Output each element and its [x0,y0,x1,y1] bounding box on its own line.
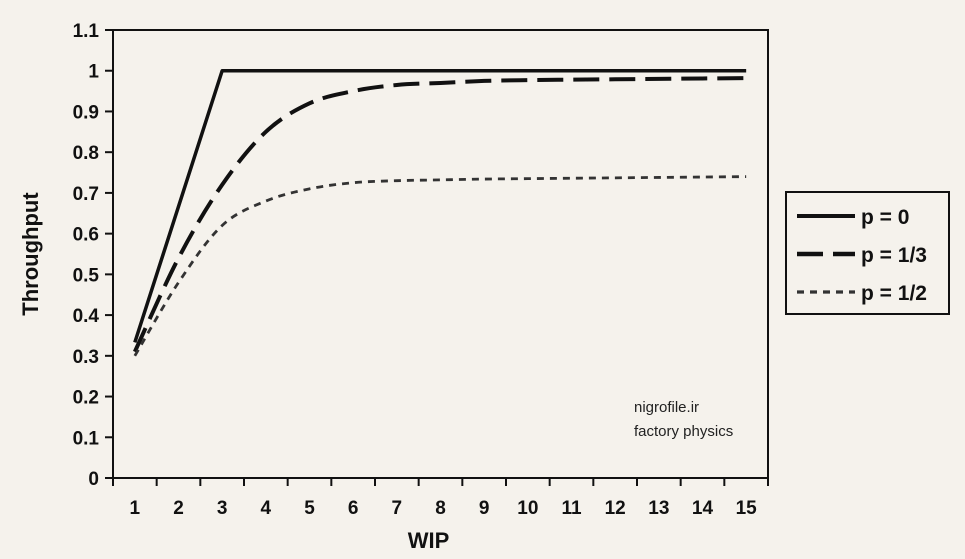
y-tick-label: 0.2 [73,388,99,409]
legend-label-3: p = 1/2 [861,282,927,305]
x-tick-label: 8 [435,498,446,519]
y-tick-label: 0.1 [73,428,100,449]
annotation-site: nigrofile.ir [634,399,699,416]
x-tick-label: 7 [392,498,403,519]
x-tick-label: 5 [304,498,315,519]
x-axis-title: WIP [408,528,450,553]
y-tick-label: 1 [88,62,99,83]
y-tick-label: 0.4 [73,306,100,327]
y-tick-label: 0.6 [73,225,99,246]
legend-label-1: p = 0 [861,206,909,229]
x-tick-label: 11 [561,498,582,519]
x-tick-label: 15 [736,498,758,519]
legend-label-2: p = 1/3 [861,244,927,267]
x-tick-label: 14 [692,498,714,519]
y-tick-label: 0.9 [73,102,99,123]
legend: p = 0 p = 1/3 p = 1/2 [785,191,950,315]
y-tick-label: 1.1 [73,21,100,42]
series-line-2 [133,76,747,353]
y-tick-label: 0.7 [73,184,99,205]
y-tick-label: 0.5 [73,265,100,286]
x-tick-label: 2 [173,498,184,519]
x-tick-label: 6 [348,498,359,519]
plot-area-frame [112,29,769,479]
legend-items: p = 0 p = 1/3 p = 1/2 [797,206,927,305]
x-tick-label: 4 [261,498,272,519]
x-tick-label: 1 [130,498,141,519]
x-tick-label: 13 [648,498,669,519]
data-series [133,68,747,357]
x-axis-ticks: 1 2 3 4 5 6 7 8 9 10 11 12 13 14 15 [112,478,769,519]
y-tick-label: 0 [88,469,99,490]
series-line-3 [133,175,747,357]
x-tick-label: 9 [479,498,490,519]
annotation-source: factory physics [634,423,733,440]
y-axis-ticks: 0 0.1 0.2 0.3 0.4 0.5 0.6 0.7 0.8 0.9 1 1.1 [73,21,113,490]
legend-box [785,191,950,315]
y-axis-title: Throughput [18,192,43,316]
x-tick-label: 10 [517,498,538,519]
y-tick-label: 0.3 [73,347,99,368]
series-line-1 [133,68,747,343]
x-tick-label: 12 [605,498,626,519]
x-tick-label: 3 [217,498,228,519]
y-tick-label: 0.8 [73,143,99,164]
